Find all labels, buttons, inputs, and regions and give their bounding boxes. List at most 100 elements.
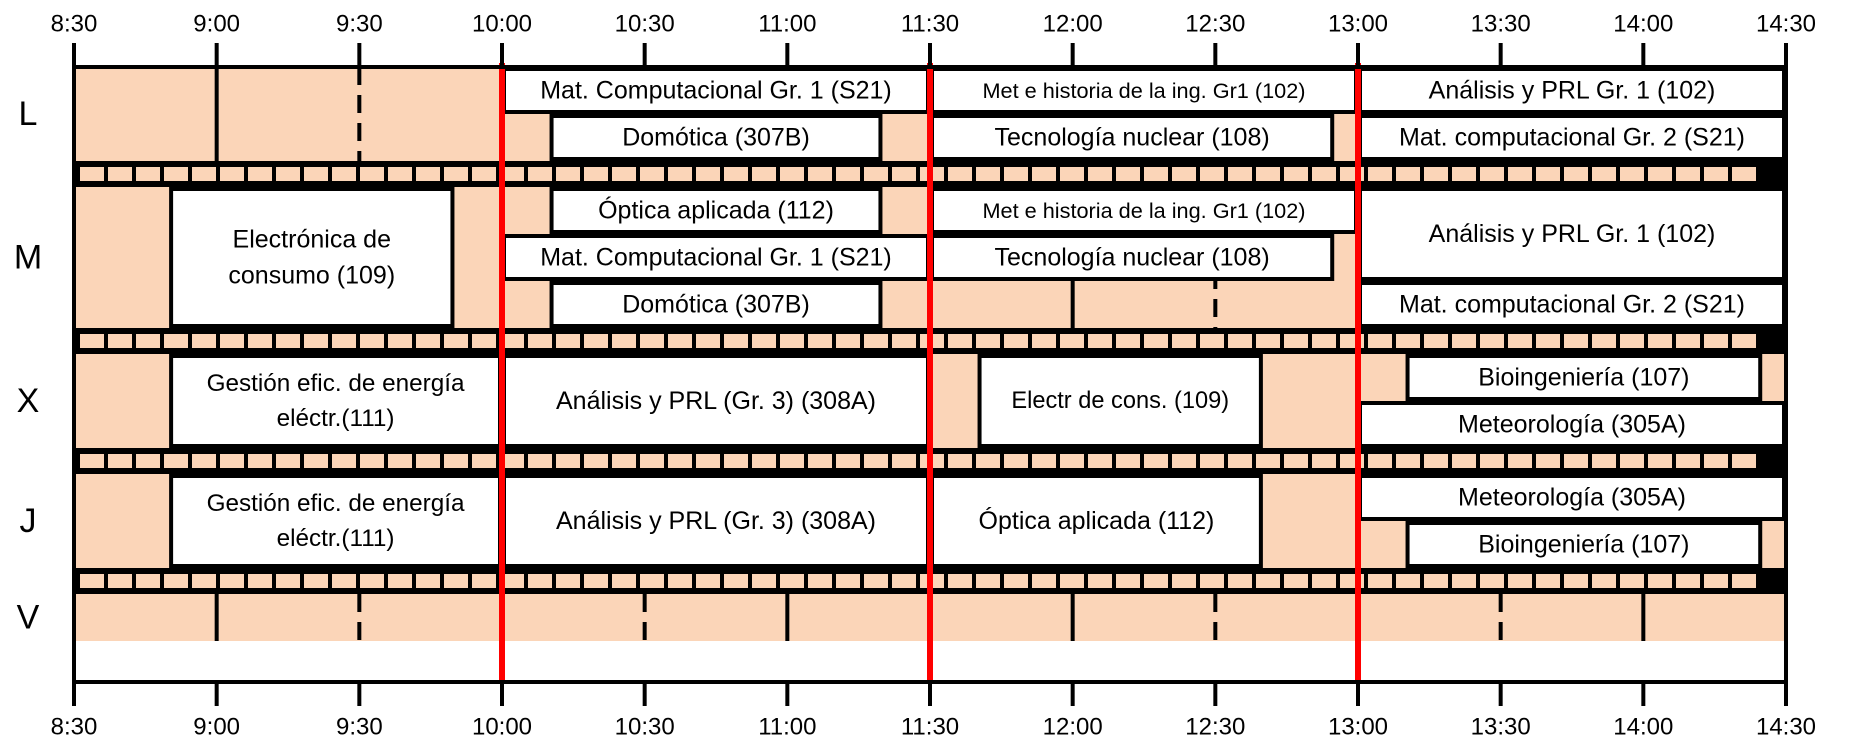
class-block-box <box>549 187 883 234</box>
separator-cell <box>528 167 552 181</box>
tick-label: 11:00 <box>758 714 816 741</box>
class-block[interactable]: Domótica (307B) <box>549 114 883 161</box>
separator-cell <box>1088 167 1112 181</box>
class-block[interactable]: Análisis y PRL Gr. 1 (102) <box>1358 67 1786 114</box>
separator-cell <box>416 574 440 588</box>
class-block-box <box>977 354 1263 448</box>
class-label: consumo (109) <box>228 262 395 290</box>
separator-cell <box>752 334 776 348</box>
separator-cell <box>948 574 972 588</box>
separator-cell <box>1144 167 1168 181</box>
time-axes: 8:30 9:00 9:30 10:00 10:30 11:00 11:30 12:00 12:… <box>51 11 1816 741</box>
separator-cell <box>780 574 804 588</box>
separator-cell <box>1620 574 1644 588</box>
separator-cell <box>388 454 412 468</box>
class-block[interactable]: Tecnología nuclear (108) <box>930 114 1335 161</box>
class-label: Análisis y PRL Gr. 1 (102) <box>1429 220 1716 248</box>
tick-label: 14:30 <box>1756 11 1816 38</box>
class-block[interactable]: Óptica aplicada (112) <box>549 187 883 234</box>
class-block[interactable]: Mat. computacional Gr. 2 (S21) <box>1358 281 1786 328</box>
class-label: Meteorología (305A) <box>1458 484 1686 512</box>
class-block[interactable]: Gestión efic. de energía eléctr.(111) <box>169 354 502 448</box>
separator-cell <box>1592 334 1616 348</box>
class-block[interactable]: Meteorología (305A) <box>1358 474 1786 521</box>
class-block-box <box>169 354 502 448</box>
separator-cell <box>472 574 496 588</box>
class-block[interactable]: Análisis y PRL (Gr. 3) (308A) <box>502 354 930 448</box>
tick-label: 14:30 <box>1756 714 1816 741</box>
separator-cell <box>472 454 496 468</box>
separator-cell <box>1088 454 1112 468</box>
separator-cell <box>1732 334 1756 348</box>
separator-cell <box>1228 334 1252 348</box>
class-block[interactable]: Electrónica de consumo (109) <box>169 187 455 328</box>
separator-cell <box>864 574 888 588</box>
tick-label: 13:30 <box>1471 714 1531 741</box>
separator-cell <box>388 574 412 588</box>
separator-cell <box>1284 167 1308 181</box>
class-block[interactable]: Óptica aplicada (112) <box>930 474 1263 568</box>
separator-cell <box>500 574 524 588</box>
class-block[interactable]: Electr de cons. (109) <box>977 354 1263 448</box>
separator-cell <box>1536 334 1560 348</box>
day-labels: L M X J V <box>14 95 42 637</box>
class-block[interactable]: Mat. Computacional Gr. 1 (S21) <box>502 67 930 114</box>
class-block[interactable]: Gestión efic. de energía eléctr.(111) <box>169 474 502 568</box>
class-block[interactable]: Análisis y PRL (Gr. 3) (308A) <box>502 474 930 568</box>
separator-cell <box>500 454 524 468</box>
separator-cell <box>640 454 664 468</box>
separator-cell <box>808 167 832 181</box>
class-label: Análisis y PRL Gr. 1 (102) <box>1429 77 1716 105</box>
separator-cell <box>696 167 720 181</box>
class-block[interactable]: Bioingeniería (107) <box>1405 354 1763 401</box>
separator-cell <box>1508 454 1532 468</box>
class-block[interactable]: Meteorología (305A) <box>1358 401 1786 448</box>
separator-cell <box>612 167 636 181</box>
class-block[interactable]: Bioingeniería (107) <box>1405 521 1763 568</box>
class-block[interactable]: Análisis y PRL Gr. 1 (102) <box>1358 187 1786 281</box>
separator-cell <box>584 167 608 181</box>
separator-cell <box>1508 574 1532 588</box>
separator-cell <box>444 454 468 468</box>
separator-cell <box>640 574 664 588</box>
class-block-box <box>169 474 502 568</box>
separator-cell <box>1732 574 1756 588</box>
tick-label: 12:00 <box>1043 714 1103 741</box>
separator-cell <box>556 334 580 348</box>
separator-cell <box>1480 454 1504 468</box>
separator-cell <box>444 334 468 348</box>
separator-cell <box>1676 574 1700 588</box>
separator-cell <box>1312 454 1336 468</box>
tick-label: 9:30 <box>336 11 383 38</box>
class-block-box <box>930 474 1263 568</box>
class-block[interactable]: Met e historia de la ing. Gr1 (102) <box>930 67 1358 114</box>
separator-cell <box>1536 454 1560 468</box>
separator-cell <box>500 167 524 181</box>
separator-cell <box>1508 167 1532 181</box>
separator-cell <box>780 334 804 348</box>
separator-cell <box>668 334 692 348</box>
separator-cell <box>332 574 356 588</box>
separator-cell <box>1480 167 1504 181</box>
class-block[interactable]: Mat. computacional Gr. 2 (S21) <box>1358 114 1786 161</box>
separator-cell <box>164 574 188 588</box>
separator-cell <box>444 167 468 181</box>
separator-cell <box>1536 167 1560 181</box>
separator-cell <box>1732 454 1756 468</box>
separator-cell <box>1396 334 1420 348</box>
separator-cell <box>472 334 496 348</box>
separator-cell <box>1508 334 1532 348</box>
class-block[interactable]: Mat. Computacional Gr. 1 (S21) <box>502 234 930 281</box>
separator-cell <box>892 334 916 348</box>
separator-cell <box>892 454 916 468</box>
separator-cell <box>808 454 832 468</box>
class-block[interactable]: Domótica (307B) <box>549 281 883 328</box>
separator-cell <box>1620 334 1644 348</box>
tick-label: 12:00 <box>1043 11 1103 38</box>
class-block[interactable]: Tecnología nuclear (108) <box>930 234 1335 281</box>
separator-cell <box>108 167 132 181</box>
class-block[interactable]: Met e historia de la ing. Gr1 (102) <box>930 187 1358 234</box>
separator-cell <box>136 167 160 181</box>
class-label: Tecnología nuclear (108) <box>995 244 1270 272</box>
separator-cell <box>136 334 160 348</box>
